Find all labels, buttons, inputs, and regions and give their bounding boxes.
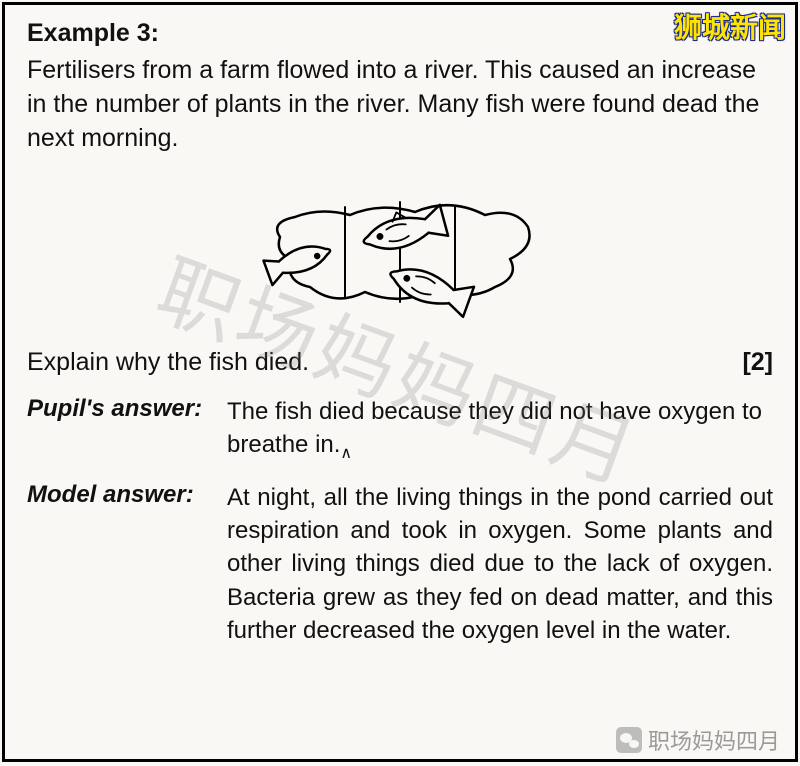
fish-illustration <box>27 167 773 332</box>
prompt-text: Explain why the fish died. <box>27 348 309 377</box>
prompt-row: Explain why the fish died. [2] <box>27 348 773 377</box>
question-text: Fertilisers from a farm flowed into a ri… <box>27 54 773 155</box>
model-answer-label: Model answer: <box>27 481 227 647</box>
pupil-answer-body: The fish died because they did not have … <box>227 398 762 458</box>
fish-svg <box>250 167 550 327</box>
model-answer-block: Model answer: At night, all the living t… <box>27 481 773 647</box>
pupil-answer-block: Pupil's answer: The fish died because th… <box>27 395 773 465</box>
pupil-answer-label: Pupil's answer: <box>27 395 227 465</box>
pupil-answer-text: The fish died because they did not have … <box>227 395 773 465</box>
worksheet-page: 职场妈妈四月 Example 3: Fertilisers from a far… <box>2 2 798 762</box>
caret-mark: ∧ <box>340 445 352 462</box>
example-title: Example 3: <box>27 19 773 48</box>
marks: [2] <box>742 348 773 377</box>
model-answer-text: At night, all the living things in the p… <box>227 481 773 647</box>
